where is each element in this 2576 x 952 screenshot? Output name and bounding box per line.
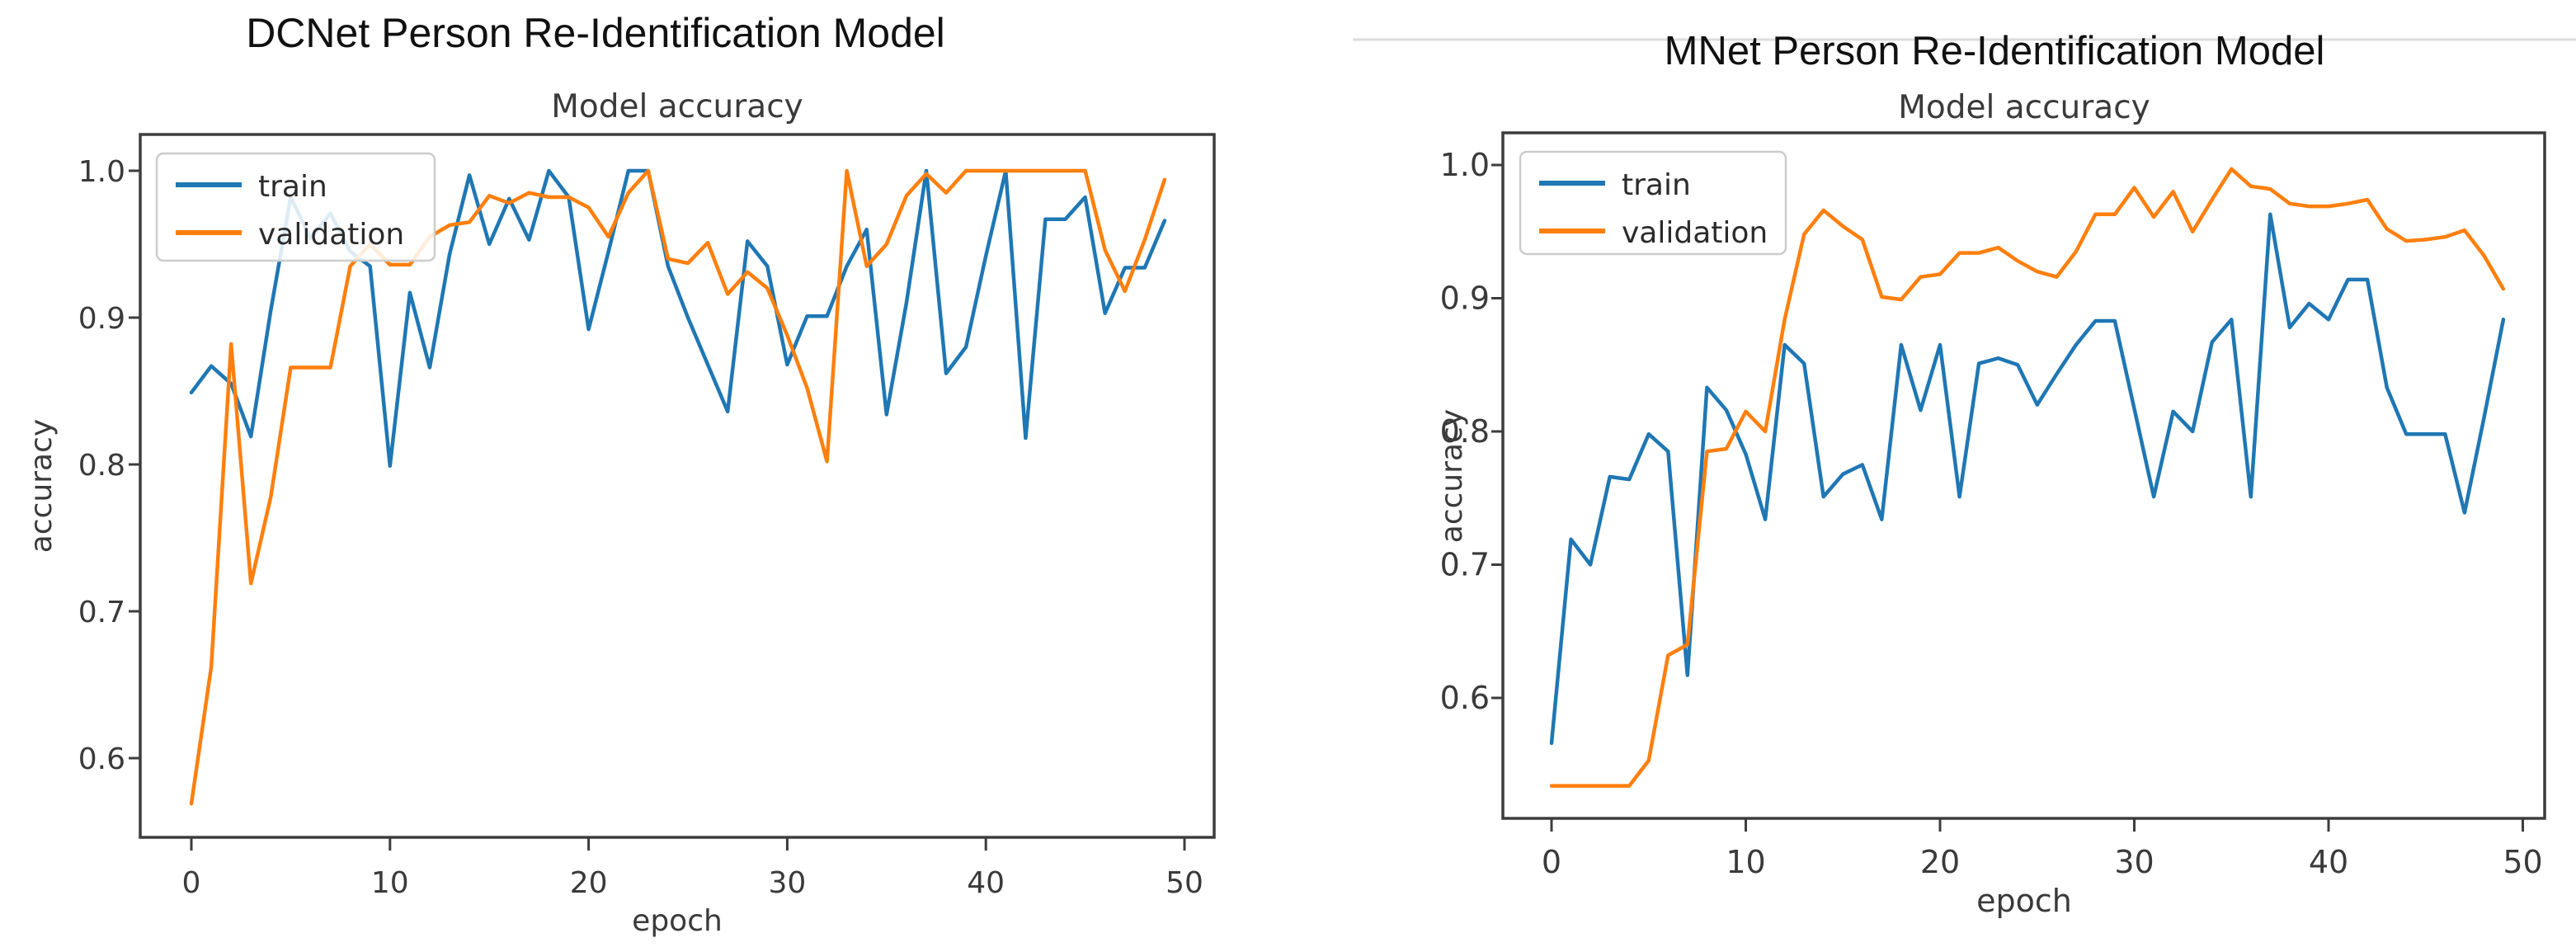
legend-validation-label: validation bbox=[1622, 216, 1768, 250]
x-tick-label: 0 bbox=[182, 866, 201, 900]
y-tick-label: 0.8 bbox=[1440, 413, 1490, 450]
validation-line bbox=[189, 168, 1167, 806]
figure-mnet: MNet Person Re-Identification Model Mode… bbox=[1435, 29, 2546, 919]
y-axis-label-dcnet: accuracy bbox=[25, 419, 59, 553]
x-tick-label: 30 bbox=[2114, 844, 2154, 880]
x-tick-label: 40 bbox=[2309, 844, 2348, 880]
plot-frame-mnet bbox=[1501, 131, 2546, 820]
axes-title-dcnet: Model accuracy bbox=[551, 88, 803, 125]
x-tick-label: 10 bbox=[1726, 844, 1765, 880]
series-lines-mnet bbox=[1549, 167, 2506, 788]
y-tick-label: 0.9 bbox=[78, 302, 125, 336]
x-axis-label-dcnet: epoch bbox=[632, 904, 723, 938]
y-tick-label: 0.8 bbox=[78, 449, 125, 483]
x-tick-label: 10 bbox=[371, 866, 409, 900]
y-tick-label: 0.7 bbox=[78, 596, 125, 629]
y-tick-label: 0.6 bbox=[78, 742, 125, 776]
legend-validation-label: validation bbox=[258, 218, 404, 252]
series-lines-dcnet bbox=[189, 168, 1167, 806]
y-tick-label: 1.0 bbox=[1440, 147, 1490, 183]
figure-dcnet: DCNet Person Re-Identification Model Mod… bbox=[25, 10, 1216, 938]
x-tick-label: 0 bbox=[1542, 844, 1561, 880]
ticks-dcnet: 0 10 20 30 40 50 1.0 0.9 0.8 0.7 0.6 bbox=[78, 155, 1203, 900]
y-tick-label: 0.6 bbox=[1440, 680, 1490, 716]
y-tick-label: 0.9 bbox=[1440, 280, 1490, 317]
y-tick-label: 0.7 bbox=[1440, 547, 1490, 583]
x-tick-label: 20 bbox=[1920, 844, 1960, 880]
figure-title-mnet: MNet Person Re-Identification Model bbox=[1665, 29, 2325, 73]
y-tick-label: 1.0 bbox=[78, 155, 125, 189]
legend-mnet: train validation bbox=[1519, 150, 1787, 256]
legend-train-label: train bbox=[1622, 168, 1691, 202]
legend-dcnet: train validation bbox=[155, 152, 436, 262]
legend-train-label: train bbox=[258, 170, 327, 204]
x-tick-label: 50 bbox=[1166, 866, 1203, 900]
x-tick-label: 30 bbox=[768, 866, 806, 900]
plot-frame-dcnet bbox=[139, 133, 1216, 839]
ticks-mnet: 0 10 20 30 40 50 1.0 0.9 0.8 0.7 0.6 bbox=[1440, 147, 2543, 880]
x-tick-label: 40 bbox=[967, 866, 1005, 900]
train-line bbox=[1549, 212, 2506, 746]
x-axis-label-mnet: epoch bbox=[1976, 883, 2072, 919]
axes-title-mnet: Model accuracy bbox=[1898, 89, 2150, 126]
figure-title-dcnet: DCNet Person Re-Identification Model bbox=[246, 10, 945, 56]
x-tick-label: 20 bbox=[570, 866, 608, 900]
x-tick-label: 50 bbox=[2503, 844, 2542, 880]
validation-line bbox=[1549, 167, 2506, 788]
y-axis-label-mnet: accuracy bbox=[1435, 409, 1469, 543]
